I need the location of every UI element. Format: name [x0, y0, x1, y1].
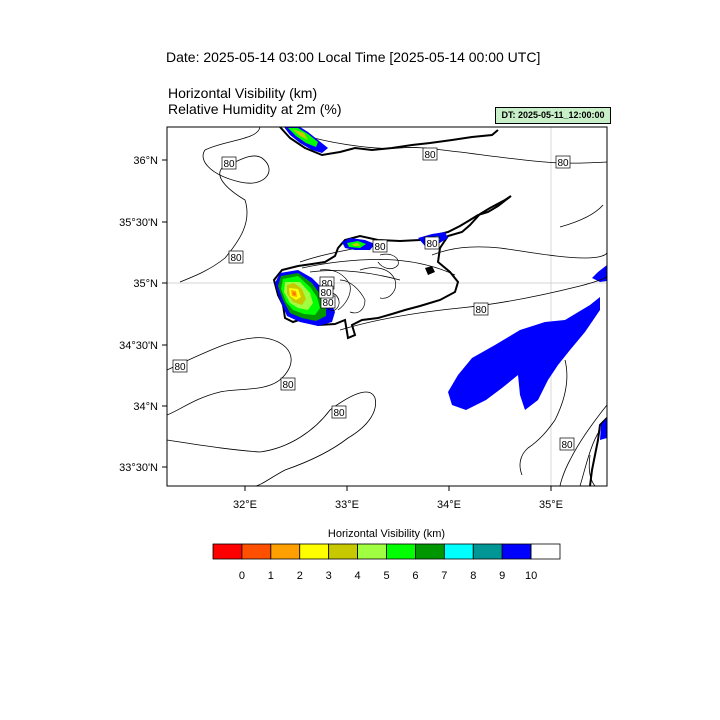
svg-text:80: 80 — [174, 362, 186, 373]
colorbar-tick-label: 9 — [499, 570, 505, 582]
colorbar — [212, 543, 561, 560]
contour-label: 80 — [372, 239, 388, 253]
lon-label: 35°E — [539, 499, 563, 511]
lat-label: 35°N — [133, 278, 158, 290]
low-visibility-region-sea — [448, 297, 600, 410]
svg-text:80: 80 — [475, 305, 487, 316]
colorbar-tick-label: 6 — [412, 570, 418, 582]
svg-text:80: 80 — [321, 279, 333, 290]
colorbar-tick-label: 0 — [239, 570, 245, 582]
colorbar-tick-label: 8 — [470, 570, 476, 582]
colorbar-tick-label: 1 — [268, 570, 274, 582]
svg-text:80: 80 — [322, 298, 334, 309]
svg-text:80: 80 — [426, 239, 438, 250]
lat-labels: 36°N 35°30'N 35°N 34°30'N 34°N 33°30'N — [119, 155, 158, 474]
colorbar-swatch — [357, 543, 387, 560]
lon-label: 34°E — [437, 499, 461, 511]
colorbar-swatch — [443, 543, 474, 560]
lon-label: 33°E — [335, 499, 359, 511]
lat-label: 34°30'N — [119, 340, 158, 352]
colorbar-swatch — [270, 543, 301, 560]
contour-label: 80 — [559, 437, 575, 451]
colorbar-tick-label: 2 — [297, 570, 303, 582]
lat-label: 34°N — [133, 401, 158, 413]
contour-label: 80 — [318, 285, 334, 299]
colorbar-tick-label: 3 — [326, 570, 332, 582]
svg-text:80: 80 — [561, 440, 573, 451]
colorbar-tick-label: 4 — [355, 570, 361, 582]
colorbar-tick-label: 10 — [525, 570, 537, 582]
svg-text:80: 80 — [320, 288, 332, 299]
colorbar-swatch — [530, 543, 561, 560]
colorbar-tick-labels: 0 1 2 3 4 5 6 7 8 9 10 — [239, 570, 537, 582]
colorbar-swatch — [241, 543, 272, 560]
contour-label: 80 — [228, 250, 244, 264]
colorbar-swatch — [415, 543, 445, 560]
contour-label: 80 — [422, 147, 438, 161]
svg-text:80: 80 — [223, 159, 235, 170]
low-visibility-region-coast — [592, 265, 607, 282]
map-frame — [166, 126, 608, 487]
turkey-coastline — [279, 127, 499, 157]
colorbar-swatch — [472, 543, 503, 560]
contour-label: 80 — [280, 377, 296, 391]
lat-label: 36°N — [133, 155, 158, 167]
svg-text:80: 80 — [374, 242, 386, 253]
lat-label: 35°30'N — [119, 217, 158, 229]
svg-text:80: 80 — [557, 158, 569, 169]
svg-text:80: 80 — [424, 150, 436, 161]
colorbar-swatch — [328, 543, 358, 560]
colorbar-title: Horizontal Visibility (km) — [327, 528, 446, 540]
lon-label: 32°E — [233, 499, 257, 511]
colorbar-swatch — [212, 543, 243, 560]
map-title: Date: 2025-05-14 03:00 Local Time [2025-… — [166, 49, 541, 65]
inland-lake — [425, 266, 435, 275]
colorbar-swatch — [299, 543, 330, 560]
colorbar-tick-label: 7 — [441, 570, 447, 582]
contour-label: 80 — [221, 156, 237, 170]
field-label-visibility: Horizontal Visibility (km) — [168, 85, 318, 101]
colorbar-swatch — [386, 543, 416, 560]
map-plot-area — [167, 127, 607, 486]
contour-label: 80 — [172, 359, 188, 373]
svg-text:80: 80 — [282, 380, 294, 391]
contour-label: 80 — [331, 405, 347, 419]
contour-label: 80 — [555, 155, 571, 169]
levant-coastline — [589, 417, 607, 486]
field-label-humidity: Relative Humidity at 2m (%) — [168, 101, 342, 117]
svg-text:80: 80 — [230, 253, 242, 264]
lat-ticks — [162, 159, 167, 468]
humidity-contours — [167, 127, 607, 486]
contour-label: 80 — [424, 236, 440, 250]
contour-label: 80 — [473, 302, 489, 316]
lon-ticks — [244, 486, 552, 491]
colorbar-swatch — [501, 543, 532, 560]
colorbar-tick-label: 5 — [383, 570, 389, 582]
lat-label: 33°30'N — [119, 462, 158, 474]
lon-labels: 32°E 33°E 34°E 35°E — [233, 499, 563, 511]
init-time-badge: DT: 2025-05-11_12:00:00 — [495, 107, 611, 124]
svg-text:80: 80 — [333, 408, 345, 419]
